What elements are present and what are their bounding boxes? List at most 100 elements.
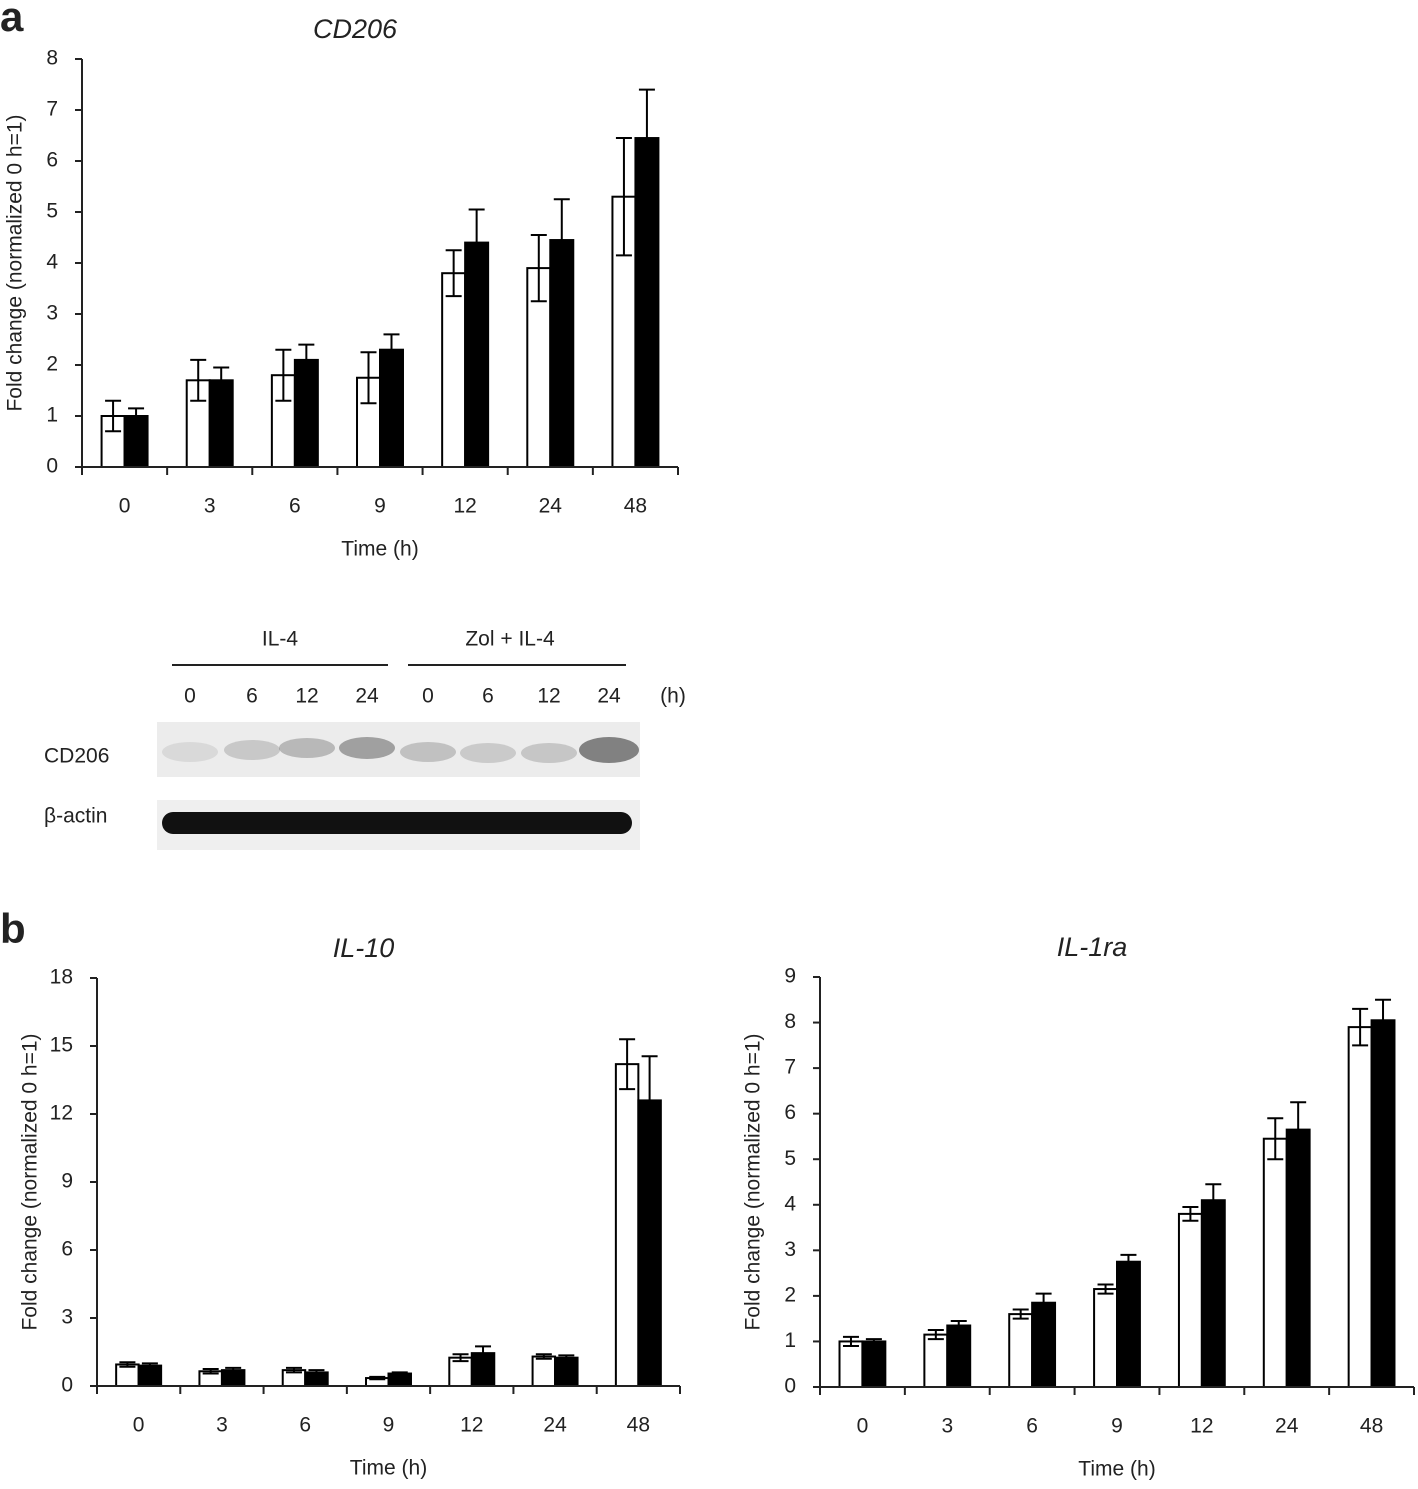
chart-title: IL-10 xyxy=(333,933,395,963)
error-bar xyxy=(275,348,292,402)
x-tick-label: 12 xyxy=(1190,1415,1213,1438)
x-tick-label: 0 xyxy=(133,1414,145,1437)
band xyxy=(162,812,632,834)
band xyxy=(579,737,639,763)
error-bar xyxy=(298,343,315,377)
lane-label: 6 xyxy=(246,685,258,708)
y-tick-label: 7 xyxy=(46,98,58,121)
error-bar xyxy=(950,1319,967,1332)
x-tick-label: 3 xyxy=(204,495,216,518)
x-tick-label: 6 xyxy=(1026,1415,1038,1438)
bar xyxy=(531,1355,557,1387)
band xyxy=(339,737,395,759)
y-tick-label: 0 xyxy=(784,1375,796,1398)
y-tick-label: 3 xyxy=(784,1238,796,1261)
x-tick-label: 9 xyxy=(374,495,386,518)
y-tick-label: 8 xyxy=(784,1010,796,1033)
error-bar xyxy=(530,233,547,303)
x-tick-label: 12 xyxy=(460,1414,483,1437)
error-bar xyxy=(468,208,485,277)
error-bar xyxy=(1352,1007,1369,1047)
error-bar xyxy=(475,1345,492,1361)
y-tick-label: 5 xyxy=(46,200,58,223)
error-bar xyxy=(369,1375,386,1381)
y-tick-label: 12 xyxy=(50,1102,73,1125)
x-tick-label: 24 xyxy=(543,1414,567,1437)
error-bar xyxy=(213,366,230,395)
bar xyxy=(1347,1026,1373,1388)
band xyxy=(162,742,218,762)
error-bar xyxy=(1035,1292,1052,1313)
bar xyxy=(554,1356,579,1387)
lane-label: 0 xyxy=(422,685,434,708)
bar xyxy=(441,272,467,469)
row-label: CD206 xyxy=(44,745,109,768)
x-tick-label: 24 xyxy=(539,495,563,518)
bar xyxy=(923,1333,949,1388)
y-tick-label: 3 xyxy=(61,1306,73,1329)
lane-label: 0 xyxy=(184,685,196,708)
y-tick-label: 0 xyxy=(61,1374,73,1397)
x-tick-label: 3 xyxy=(216,1414,228,1437)
bar xyxy=(1370,1019,1396,1388)
y-tick-label: 4 xyxy=(46,251,58,274)
charts: CD206 Fold change (normalized 0 h=1) Time … xyxy=(4,14,1415,1481)
bar xyxy=(861,1340,887,1389)
y-axis-label: Fold change (normalized 0 h=1) xyxy=(19,1033,42,1330)
error-bar xyxy=(1097,1283,1114,1295)
error-bar xyxy=(190,358,207,402)
y-tick-label: 2 xyxy=(46,353,58,376)
error-bar xyxy=(105,399,122,433)
band xyxy=(224,740,280,760)
error-bar xyxy=(1182,1206,1199,1222)
x-tick-label: 48 xyxy=(1360,1415,1383,1438)
blot-group: Zol + IL-4 xyxy=(465,628,555,651)
band xyxy=(460,743,516,763)
bar xyxy=(1177,1212,1203,1389)
error-bar xyxy=(202,1368,219,1375)
error-bar xyxy=(558,1354,575,1361)
y-axis-label: Fold change (normalized 0 h=1) xyxy=(742,1033,765,1330)
band xyxy=(400,742,456,762)
x-axis-label: Time (h) xyxy=(350,1457,427,1480)
error-bar xyxy=(360,351,377,405)
bar xyxy=(1285,1128,1311,1388)
bar xyxy=(614,1063,640,1387)
error-bar xyxy=(927,1329,944,1341)
bar xyxy=(1093,1288,1119,1388)
error-bar xyxy=(1267,1117,1284,1161)
error-bar xyxy=(141,1362,158,1369)
error-bar xyxy=(452,1353,469,1363)
x-tick-label: 6 xyxy=(299,1414,311,1437)
bar xyxy=(946,1324,972,1388)
error-bar xyxy=(119,1361,136,1368)
y-tick-label: 6 xyxy=(61,1238,73,1261)
error-bar xyxy=(285,1366,302,1374)
error-bar xyxy=(615,137,632,257)
y-tick-label: 9 xyxy=(61,1170,73,1193)
y-tick-label: 7 xyxy=(784,1056,796,1079)
lane-label: 12 xyxy=(295,685,318,708)
y-tick-label: 9 xyxy=(784,965,796,988)
y-tick-label: 6 xyxy=(46,149,58,172)
bar xyxy=(379,348,404,469)
x-axis-label: Time (h) xyxy=(341,538,418,561)
error-bar xyxy=(1205,1183,1222,1218)
error-bar xyxy=(391,1371,408,1376)
x-tick-label: 3 xyxy=(941,1415,953,1438)
chart-title: CD206 xyxy=(313,14,398,44)
x-tick-label: 24 xyxy=(1275,1415,1299,1438)
error-bar xyxy=(1120,1253,1137,1270)
y-tick-label: 1 xyxy=(46,404,58,427)
western-blot: IL-4 Zol + IL-4 0 6 12 24 0 6 12 24 (h) … xyxy=(44,628,686,850)
y-tick-label: 0 xyxy=(46,455,58,478)
lane-label: 6 xyxy=(482,685,494,708)
unit-label: (h) xyxy=(660,685,686,708)
x-tick-label: 9 xyxy=(383,1414,395,1437)
lane-label: 24 xyxy=(597,685,621,708)
bar xyxy=(1008,1313,1034,1388)
y-tick-label: 6 xyxy=(784,1101,796,1124)
y-tick-label: 1 xyxy=(784,1329,796,1352)
x-tick-label: 0 xyxy=(119,495,131,518)
